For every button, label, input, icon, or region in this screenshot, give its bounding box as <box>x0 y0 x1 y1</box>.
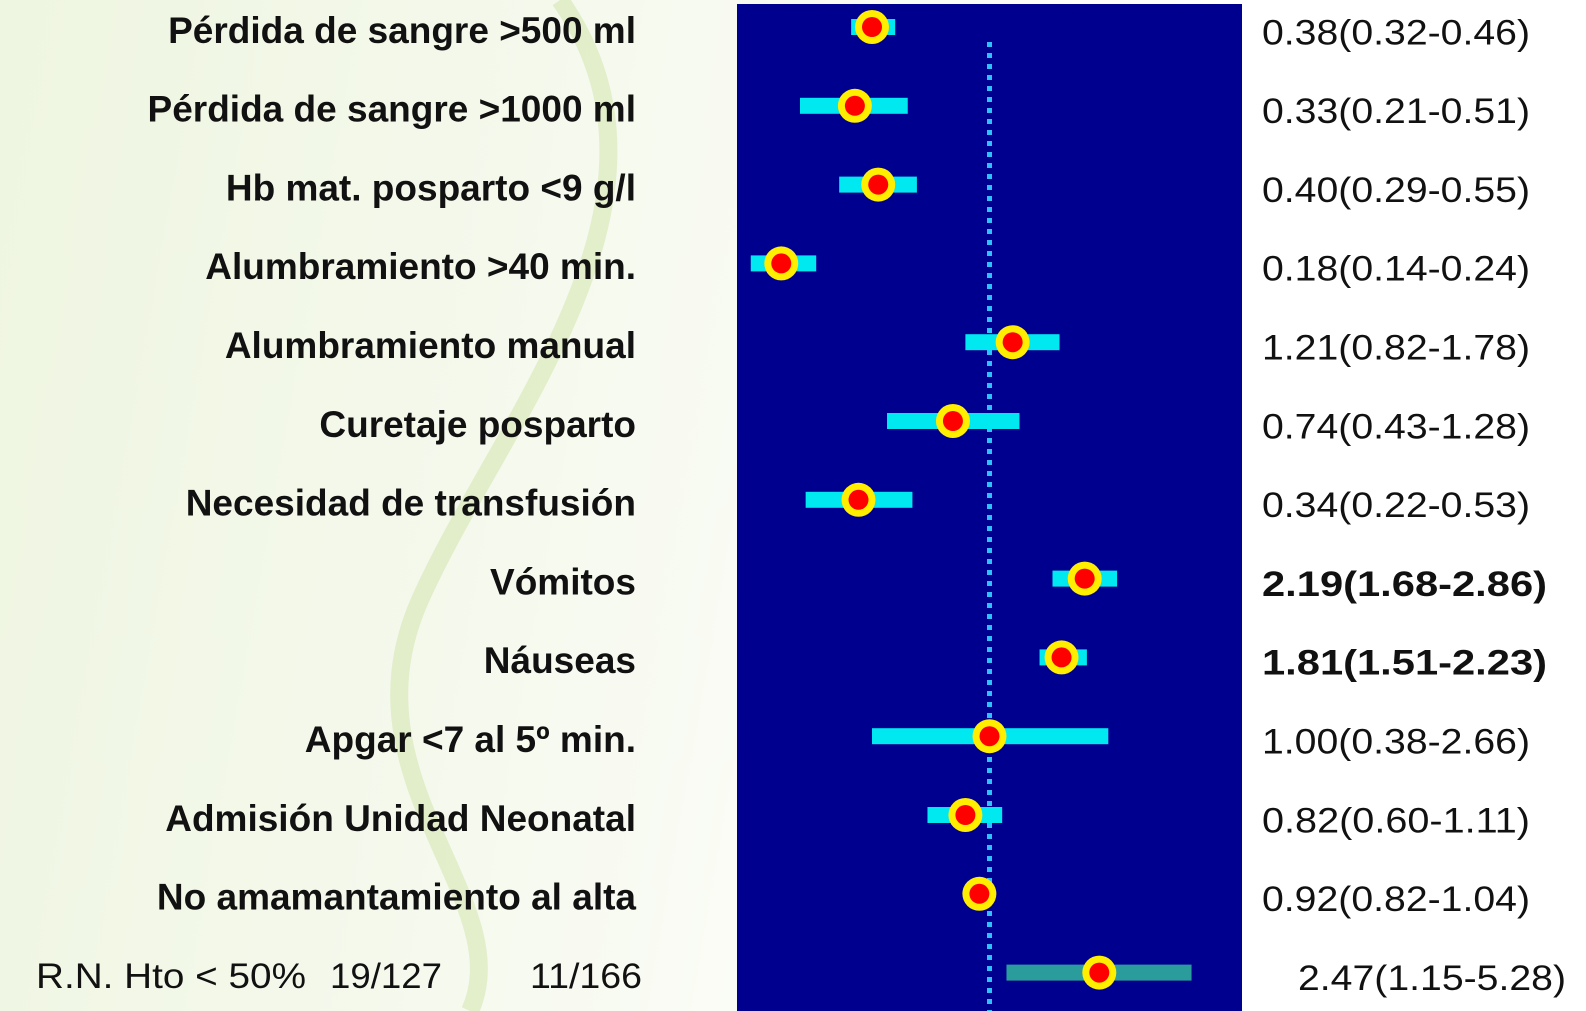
point <box>1052 647 1072 667</box>
count-label: 19/127 <box>330 957 442 996</box>
chart: Pérdida de sangre >500 ml 0.38(0.32-0.46)… <box>0 0 1586 1011</box>
value-label: 0.82(0.60-1.11) <box>1262 801 1530 840</box>
point <box>849 490 869 510</box>
point <box>943 411 963 431</box>
row-label: Alumbramiento manual <box>225 325 636 366</box>
row-label: Hb mat. posparto <9 g/l <box>226 167 636 208</box>
point <box>771 253 791 273</box>
value-label: 0.74(0.43-1.28) <box>1262 407 1530 446</box>
row-label: Pérdida de sangre >1000 ml <box>148 89 636 130</box>
point <box>980 726 1000 746</box>
point <box>1003 332 1023 352</box>
value-label: 0.40(0.29-0.55) <box>1262 171 1530 210</box>
point <box>1089 963 1109 983</box>
value-label: 0.38(0.32-0.46) <box>1262 13 1530 52</box>
row-label: Náuseas <box>484 640 636 681</box>
value-label: 1.81(1.51-2.23) <box>1262 644 1547 683</box>
value-label: 0.33(0.21-0.51) <box>1262 92 1530 131</box>
point <box>845 96 865 116</box>
value-label: 0.34(0.22-0.53) <box>1262 486 1530 525</box>
point <box>1075 569 1095 589</box>
value-label: 0.92(0.82-1.04) <box>1262 880 1530 919</box>
row-label: Vómitos <box>490 561 636 602</box>
value-label: 2.47(1.15-5.28) <box>1298 959 1566 998</box>
point <box>955 805 975 825</box>
row-label: No amamantamiento al alta <box>157 877 637 918</box>
row-label: Curetaje posparto <box>319 404 636 445</box>
point <box>868 175 888 195</box>
point <box>862 17 882 37</box>
row-label: Pérdida de sangre >500 ml <box>168 10 636 51</box>
count-label: 11/166 <box>530 957 642 996</box>
row-label: Apgar <7 al 5º min. <box>305 719 636 760</box>
value-label: 1.21(0.82-1.78) <box>1262 328 1530 367</box>
point <box>969 884 989 904</box>
value-label: 1.00(0.38-2.66) <box>1262 722 1530 761</box>
value-label: 2.19(1.68-2.86) <box>1262 565 1547 604</box>
value-label: 0.18(0.14-0.24) <box>1262 250 1530 289</box>
row-label: R.N. Hto < 50% <box>36 957 306 996</box>
row-label: Necesidad de transfusión <box>186 483 636 524</box>
row-label: Admisión Unidad Neonatal <box>165 798 636 839</box>
row-label: Alumbramiento >40 min. <box>205 246 636 287</box>
